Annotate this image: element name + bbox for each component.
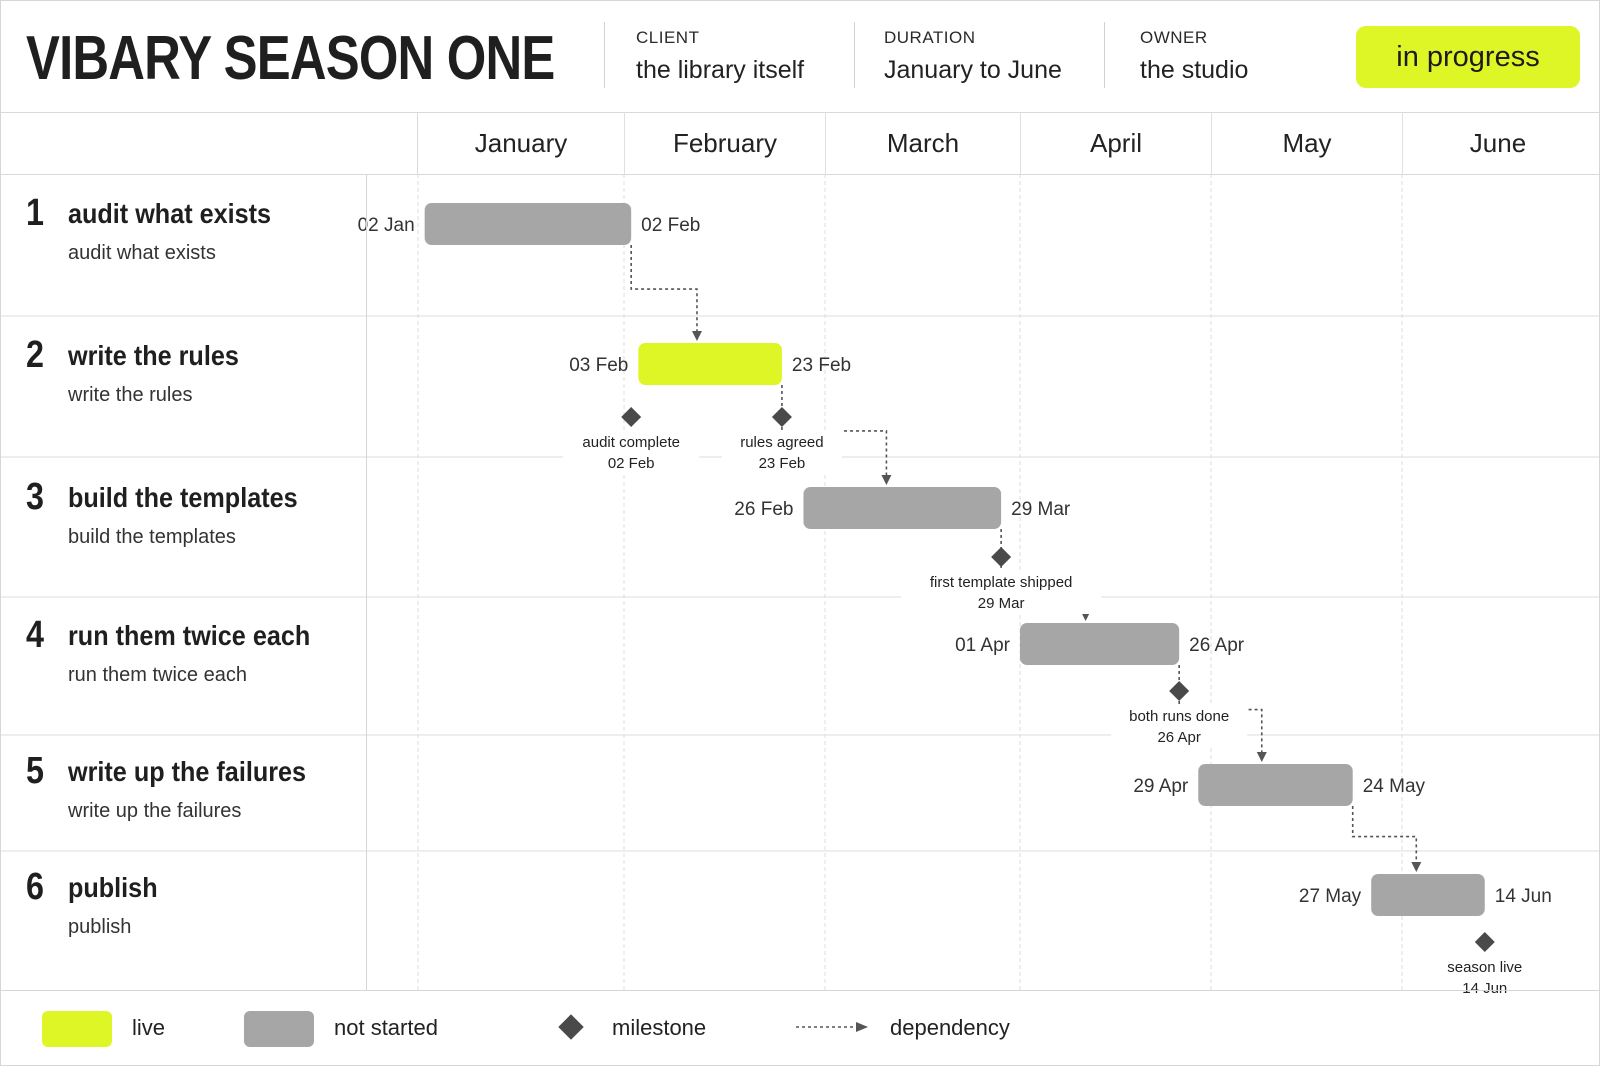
task-name: publish [68, 872, 158, 903]
milestone-label-bg [1111, 704, 1248, 748]
page-title: VIBARY SEASON ONE [26, 24, 555, 93]
task-subtitle: publish [68, 916, 132, 938]
client-value: the library itself [636, 56, 805, 84]
header-divider [854, 22, 855, 88]
bar-start-date: 02 Jan [358, 215, 415, 236]
legend-swatch-not-started [244, 1011, 314, 1047]
legend-swatch-live [42, 1011, 112, 1047]
task-number: 4 [26, 614, 44, 656]
legend-label-dependency: dependency [890, 1015, 1010, 1040]
task-number: 6 [26, 866, 44, 908]
task-bar [1198, 764, 1353, 806]
dependency-arrowhead [691, 331, 702, 341]
task-subtitle: run them twice each [68, 664, 247, 686]
milestone-diamond [1474, 932, 1495, 952]
month-header-divider [417, 112, 418, 174]
legend-label-live: live [132, 1015, 166, 1040]
milestone-date: 29 Mar [978, 595, 1025, 612]
bar-end-date: 23 Feb [792, 355, 851, 376]
month-label-march: March [886, 127, 960, 158]
task-subtitle: audit what exists [68, 242, 216, 264]
dependency-arrowhead [1411, 862, 1422, 872]
month-header-row: January February March April May June [0, 112, 1600, 175]
milestone-date: 26 Apr [1157, 729, 1200, 746]
milestone-diamond [1169, 681, 1190, 701]
milestone-diamond-icon [558, 1014, 584, 1040]
task-number: 5 [26, 750, 44, 792]
milestone-label-bg [721, 430, 842, 474]
task-name: write up the failures [68, 756, 307, 787]
month-label-june: June [1469, 127, 1527, 158]
task-bar [1020, 623, 1180, 665]
milestone-diamond [771, 407, 792, 427]
milestone-label-bg [1428, 955, 1541, 999]
milestone-diamond [621, 407, 642, 427]
month-divider [1020, 112, 1021, 174]
milestone-label-bg [901, 570, 1102, 614]
milestone-label-bg [563, 430, 700, 474]
month-label-may: May [1282, 127, 1332, 158]
task-bar [638, 343, 782, 385]
status-badge: in progress [1356, 26, 1580, 88]
task-name: build the templates [68, 482, 298, 513]
month-label-april: April [1089, 127, 1142, 158]
task-number: 1 [26, 192, 44, 234]
bar-end-date: 14 Jun [1495, 886, 1552, 907]
task-column-divider [366, 174, 367, 990]
bar-start-date: 27 May [1299, 886, 1362, 907]
duration-value: January to June [884, 56, 1062, 84]
bar-start-date: 03 Feb [569, 355, 628, 376]
bar-end-date: 24 May [1363, 776, 1426, 797]
dependency-arrowhead [881, 475, 892, 485]
milestone-label: season live [1447, 959, 1522, 976]
task-number: 3 [26, 476, 44, 518]
task-subtitle: write the rules [68, 384, 193, 406]
header-divider [604, 22, 605, 88]
task-name: audit what exists [68, 198, 272, 229]
task-subtitle: build the templates [68, 526, 236, 548]
legend-label-milestone: milestone [612, 1015, 707, 1040]
task-bar [424, 203, 632, 245]
milestone-label: first template shipped [930, 574, 1073, 591]
month-label-january: January [474, 127, 568, 158]
task-number: 2 [26, 334, 44, 376]
duration-label: DURATION [884, 28, 976, 47]
task-bar [803, 487, 1002, 529]
legend: live not started milestone dependency [0, 990, 1600, 1067]
milestone-label: rules agreed [740, 434, 823, 451]
dependency-arrow-icon [796, 1022, 868, 1032]
milestone-date: 23 Feb [759, 455, 806, 472]
month-divider [825, 112, 826, 174]
milestone-date: 02 Feb [608, 455, 655, 472]
month-divider [1402, 112, 1403, 174]
milestone-label: audit complete [582, 434, 680, 451]
legend-label-not-started: not started [334, 1015, 438, 1040]
task-name: write the rules [68, 340, 239, 371]
milestone-diamond [991, 547, 1012, 567]
bar-start-date: 26 Feb [734, 499, 793, 520]
bar-end-date: 26 Apr [1189, 635, 1245, 656]
month-divider [624, 112, 625, 174]
bar-start-date: 01 Apr [955, 635, 1011, 656]
bar-end-date: 29 Mar [1011, 499, 1071, 520]
milestone-label: both runs done [1129, 708, 1229, 725]
bar-start-date: 29 Apr [1133, 776, 1189, 797]
owner-value: the studio [1140, 56, 1249, 84]
task-subtitle: write up the failures [68, 800, 242, 822]
task-bar [1371, 874, 1485, 916]
client-label: CLIENT [636, 28, 700, 47]
owner-label: OWNER [1140, 28, 1208, 47]
task-name: run them twice each [68, 620, 311, 651]
dependency-arrow [1351, 806, 1418, 864]
month-divider [1211, 112, 1212, 174]
header-divider [1104, 22, 1105, 88]
bar-end-date: 02 Feb [641, 215, 700, 236]
month-label-february: February [672, 127, 778, 158]
project-header: VIBARY SEASON ONE CLIENT the library its… [0, 0, 1600, 113]
milestone-date: 14 Jun [1462, 980, 1507, 997]
dependency-arrow [630, 245, 698, 333]
dependency-arrowhead [1256, 752, 1267, 762]
